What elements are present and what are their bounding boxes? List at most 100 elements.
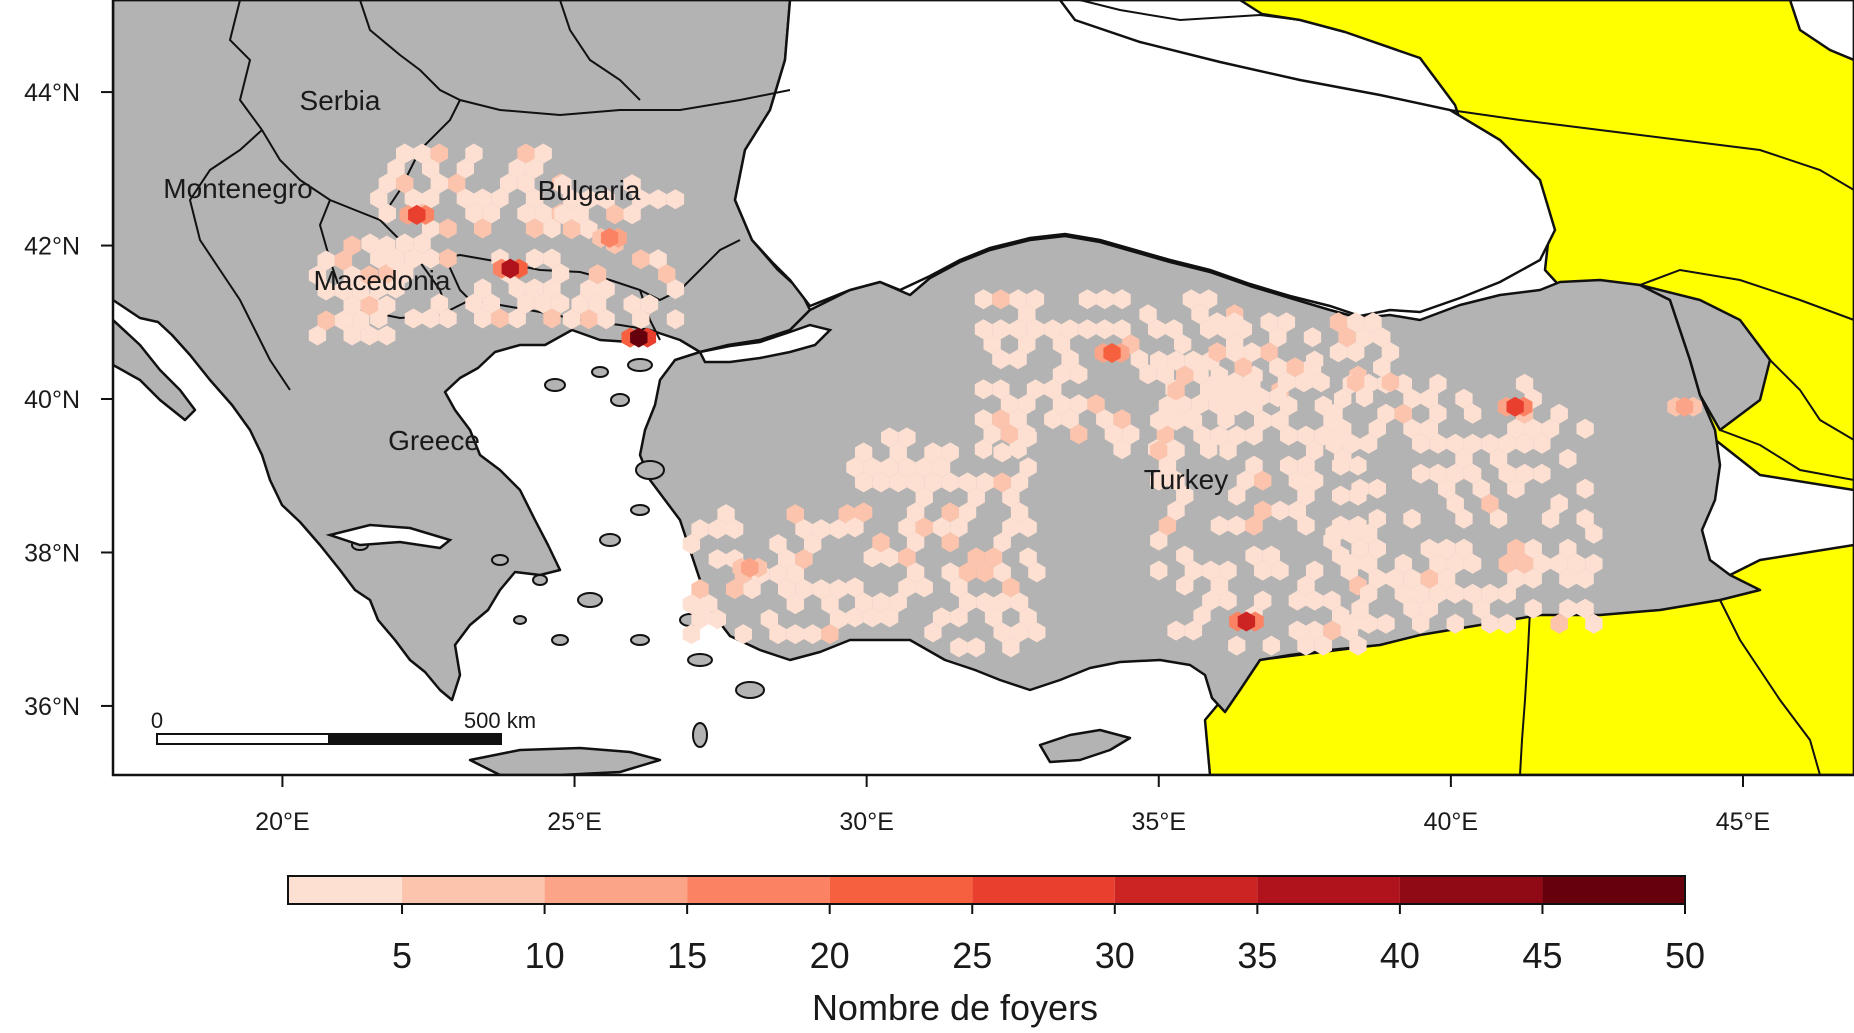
- outbreak-hexagon: [915, 457, 933, 478]
- outbreak-hexagon: [1271, 410, 1289, 431]
- outbreak-hexagon: [1018, 304, 1036, 325]
- outbreak-hexagon: [1167, 440, 1185, 461]
- outbreak-hexagon: [795, 519, 813, 540]
- italy-heel: [113, 318, 197, 422]
- outbreak-hexagon: [863, 547, 881, 568]
- outbreak-hexagon: [430, 293, 448, 314]
- outbreak-hexagon: [482, 203, 500, 224]
- outbreak-hexagon: [439, 248, 457, 269]
- outbreak-hexagon: [517, 173, 535, 194]
- outbreak-hexagon: [1481, 433, 1499, 454]
- outbreak-hexagon: [1243, 372, 1261, 393]
- outbreak-hexagon: [795, 579, 813, 600]
- outbreak-hexagon: [370, 188, 388, 209]
- outbreak-hexagon: [1403, 508, 1421, 529]
- legend-tick-labels: 5 10 15 20 25 30 35 40 45 50: [392, 904, 1705, 976]
- outbreak-hexagon: [993, 562, 1011, 583]
- outbreak-hexagon: [1312, 372, 1330, 393]
- outbreak-hexagon: [1219, 590, 1237, 611]
- outbreak-hexagon: [838, 504, 856, 525]
- outbreak-hexagon: [543, 308, 561, 329]
- outbreak-hexagon: [430, 143, 448, 164]
- outbreak-hexagon: [924, 622, 942, 643]
- outbreak-hexagon: [993, 532, 1011, 553]
- legend-swatch: [687, 876, 830, 904]
- outbreak-hexagon: [743, 579, 761, 600]
- outbreak-hexagon: [474, 308, 492, 329]
- outbreak-hexagon: [1061, 319, 1079, 340]
- outbreak-hexagon: [1420, 538, 1438, 559]
- outbreak-hexagon: [974, 319, 993, 340]
- outbreak-hexagon: [422, 248, 440, 269]
- outbreak-hexagon: [551, 293, 570, 314]
- outbreak-hexagon: [474, 278, 492, 299]
- outbreak-hexagon: [1297, 575, 1315, 596]
- outbreak-hexagon: [404, 248, 422, 269]
- outbreak-hexagon: [508, 308, 526, 329]
- outbreak-hexagon: [562, 309, 581, 330]
- outbreak-hexagon: [554, 174, 572, 195]
- outbreak-hexagon: [1191, 394, 1209, 415]
- outbreak-hexagon: [1228, 425, 1246, 446]
- outbreak-hexagon: [343, 235, 361, 256]
- outbreak-hexagon: [1167, 350, 1185, 371]
- outbreak-hexagon: [726, 579, 744, 600]
- outbreak-hexagon: [1184, 620, 1203, 641]
- outbreak-hexagon: [1208, 342, 1226, 363]
- outbreak-hexagon: [1113, 319, 1131, 340]
- map-area: [113, 0, 1854, 775]
- outbreak-hexagon: [1498, 433, 1516, 454]
- outbreak-hexagon: [906, 502, 925, 523]
- outbreak-hexagon: [734, 624, 752, 645]
- outbreak-hexagon: [1288, 500, 1306, 521]
- legend-tick-label: 30: [1095, 935, 1135, 976]
- outbreak-hexagon: [924, 442, 942, 463]
- x-tick-label: 30°E: [839, 808, 893, 836]
- crete: [468, 746, 662, 775]
- legend-tick-label: 5: [392, 935, 412, 976]
- outbreak-hexagon: [812, 519, 830, 540]
- outbreak-hexagon: [1237, 611, 1256, 632]
- outbreak-hexagon: [958, 472, 977, 493]
- outbreak-hexagon: [1130, 349, 1148, 370]
- outbreak-hexagon: [360, 325, 379, 346]
- x-tick-label: 25°E: [547, 808, 601, 836]
- outbreak-hexagon: [1026, 379, 1045, 400]
- outbreak-hexagon: [543, 278, 561, 299]
- outbreak-hexagon: [1280, 455, 1298, 476]
- outbreak-hexagon: [1297, 485, 1315, 506]
- outbreak-hexagon: [1347, 312, 1365, 333]
- x-tick-label: 40°E: [1424, 808, 1478, 836]
- outbreak-hexagon: [640, 294, 659, 315]
- outbreak-hexagon: [1028, 562, 1046, 583]
- outbreak-hexagon: [1174, 334, 1192, 355]
- outbreak-hexagon: [1165, 319, 1183, 340]
- outbreak-hexagon: [623, 294, 641, 315]
- outbreak-hexagon: [1009, 289, 1027, 310]
- outbreak-hexagon: [1455, 388, 1473, 409]
- outbreak-hexagon: [1576, 598, 1594, 619]
- outbreak-hexagon: [1342, 553, 1360, 574]
- outbreak-hexagon: [1254, 590, 1272, 611]
- outbreak-hexagon: [984, 607, 1003, 628]
- y-tick-label: 40°N: [24, 386, 80, 414]
- outbreak-hexagon: [1269, 387, 1287, 408]
- outbreak-hexagon: [1297, 425, 1315, 446]
- outbreak-hexagon: [924, 472, 942, 493]
- legend-tick-label: 20: [810, 935, 850, 976]
- outbreak-hexagon: [1524, 418, 1542, 439]
- outbreak-hexagon: [700, 594, 718, 615]
- label-bulgaria: Bulgaria: [538, 175, 641, 206]
- outbreak-hexagon: [804, 534, 822, 555]
- outbreak-hexagon: [1507, 418, 1525, 439]
- outbreak-hexagon: [1234, 387, 1252, 408]
- outbreak-hexagon: [1236, 470, 1254, 491]
- outbreak-hexagon: [976, 472, 994, 493]
- outbreak-hexagon: [1524, 568, 1542, 589]
- outbreak-hexagon: [1347, 372, 1365, 393]
- outbreak-hexagon: [992, 319, 1010, 340]
- legend-swatch: [288, 876, 403, 904]
- outbreak-hexagon: [448, 173, 466, 194]
- outbreak-hexagon: [812, 579, 830, 600]
